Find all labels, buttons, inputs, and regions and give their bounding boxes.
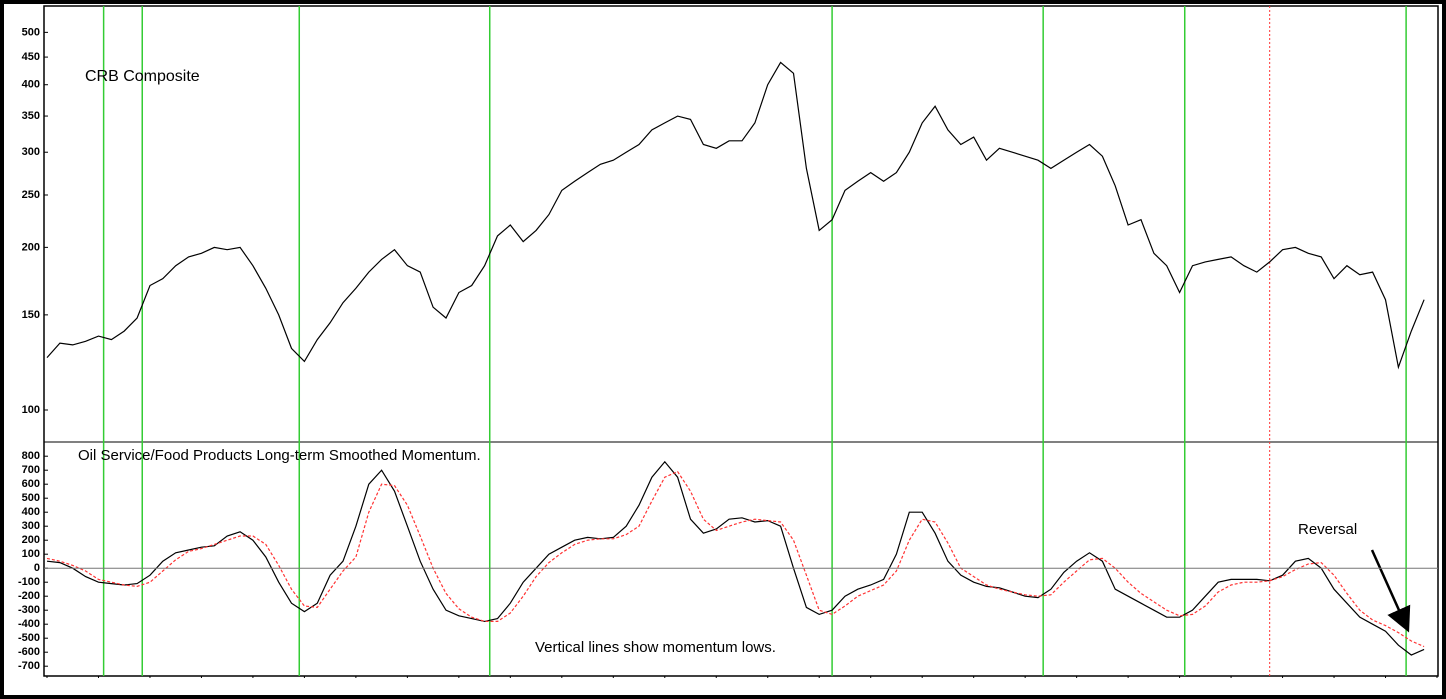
y-tick-label: 800 [22,450,40,462]
y-tick-label: -100 [18,576,40,588]
x-tick-label: 2004 [552,681,575,692]
y-tick-label: -400 [18,618,40,630]
y-tick-label: 100 [22,548,40,560]
y-tick-label: 400 [22,79,40,91]
x-tick-label: 1996 [140,681,163,692]
annotation: Vertical lines show momentum lows. [535,639,776,656]
x-tick-label: 2018 [1272,681,1295,692]
x-tick-label: 2011 [912,681,934,692]
plot-frame [43,5,1439,677]
x-tick-label: 2010 [861,681,884,692]
x-tick-label: 1994 [37,681,60,692]
series-line [46,61,1425,370]
y-tick-label: -500 [18,632,40,644]
y-tick-label: 600 [22,478,40,490]
y-tick-label: -600 [18,646,40,658]
x-tick-label: 1997 [191,681,214,692]
panel-title: Oil Service/Food Products Long-term Smoo… [78,447,481,464]
x-tick-label: 2001 [397,681,420,692]
y-tick-label: 100 [22,404,40,416]
x-tick-label: 2006 [655,681,678,692]
series-line [46,460,1425,656]
x-tick-label: 2009 [809,681,832,692]
y-tick-label: 500 [22,492,40,504]
y-tick-label: 300 [22,146,40,158]
y-tick-label: 200 [22,241,40,253]
y-tick-label: 700 [22,464,40,476]
x-tick-label: 1999 [294,681,317,692]
panel-title: CRB Composite [85,68,200,85]
x-tick-label: 2005 [603,681,626,692]
x-tick-label: 1995 [88,681,111,692]
x-tick-label: 2007 [706,681,729,692]
series-line [46,470,1425,648]
y-tick-label: 200 [22,534,40,546]
x-tick-label: 2015 [1118,681,1141,692]
x-tick-label: 2014 [1067,681,1090,692]
y-tick-label: 400 [22,506,40,518]
x-tick-label: 2013 [1015,681,1038,692]
x-tick-label: 1998 [243,681,266,692]
y-tick-label: 500 [22,26,40,38]
x-tick-label: 2003 [500,681,523,692]
y-tick-label: -200 [18,590,40,602]
y-tick-label: 350 [22,110,40,122]
x-tick-label: 2000 [346,681,369,692]
annotation: Reversal [1298,521,1357,538]
x-tick-label: 2002 [449,681,472,692]
x-tick-label: 2008 [758,681,781,692]
y-tick-label: 250 [22,189,40,201]
arrow [1370,549,1411,633]
x-tick-label: 2012 [964,681,987,692]
x-tick-label: 2019 [1324,681,1347,692]
x-tick-label: 2020 [1375,681,1398,692]
x-tick-label: 2017 [1221,681,1244,692]
y-tick-label: 450 [22,51,40,63]
y-tick-label: 300 [22,520,40,532]
y-tick-label: 150 [22,309,40,321]
x-tick-label: 2016 [1169,681,1192,692]
y-tick-label: 0 [34,562,40,574]
y-tick-label: -300 [18,604,40,616]
y-tick-label: -700 [18,660,40,672]
